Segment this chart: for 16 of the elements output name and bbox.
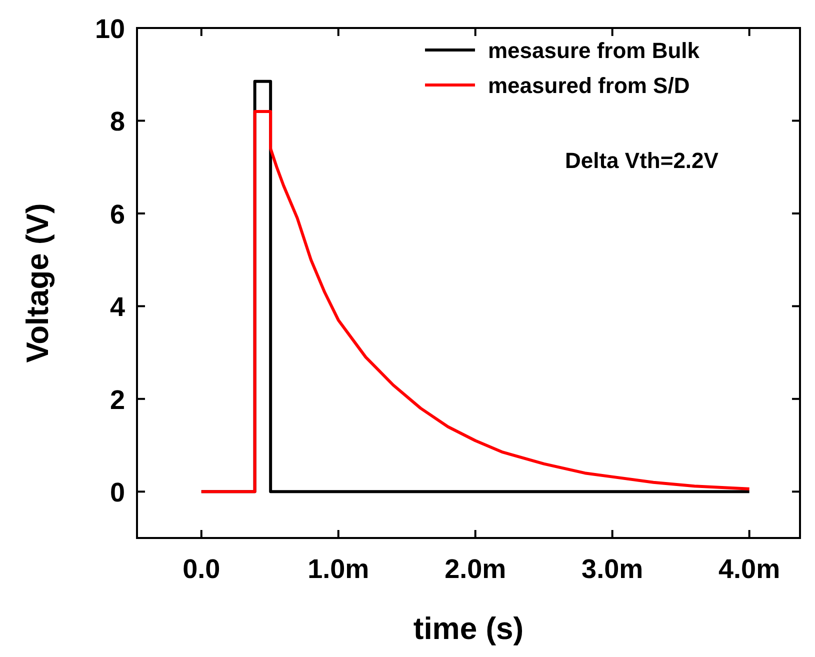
y-tick-label: 6	[110, 199, 125, 230]
legend-label: measured from S/D	[488, 73, 690, 98]
y-axis-title: Voltage (V)	[20, 203, 55, 363]
y-tick-label: 2	[110, 384, 125, 415]
x-tick-label: 0.0	[182, 554, 220, 584]
annotation: Delta Vth=2.2V	[565, 148, 719, 173]
y-tick-label: 10	[94, 14, 125, 44]
x-tick-label: 4.0m	[718, 554, 780, 584]
y-tick-label: 4	[110, 292, 125, 322]
y-tick-label: 8	[110, 106, 125, 137]
x-tick-label: 2.0m	[444, 554, 506, 584]
x-axis-title: time (s)	[413, 611, 524, 646]
y-tick-label: 0	[110, 478, 125, 508]
x-tick-label: 1.0m	[308, 554, 370, 584]
legend-label: mesasure from Bulk	[488, 38, 700, 63]
x-tick-label: 3.0m	[582, 554, 644, 584]
